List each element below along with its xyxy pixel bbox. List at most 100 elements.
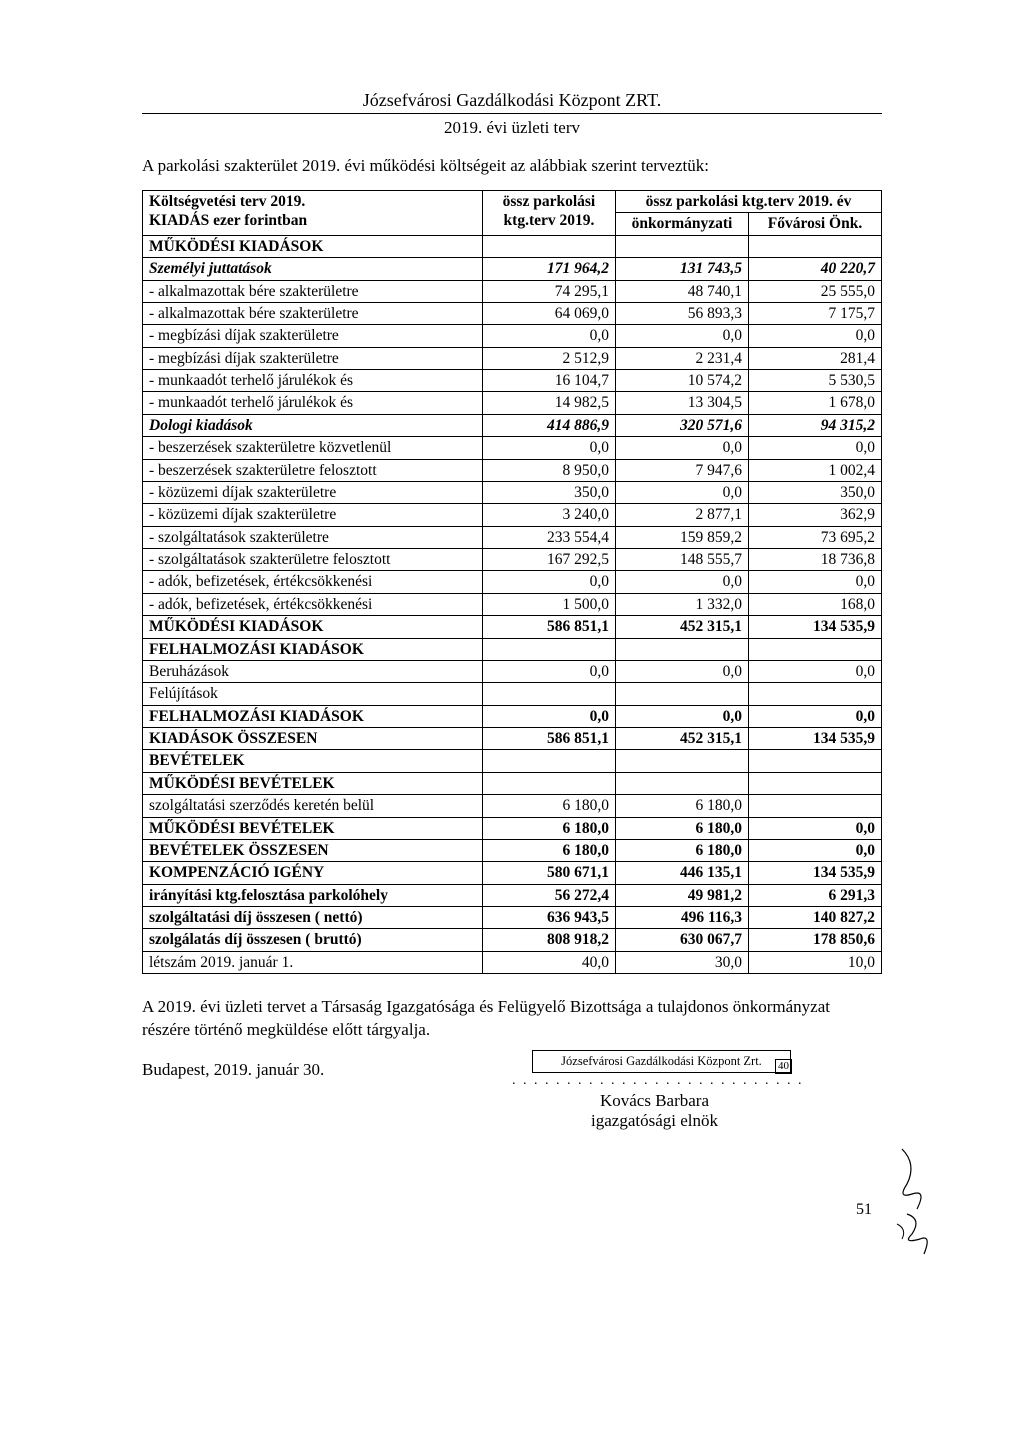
row-value: 14 982,5 [482,392,615,414]
th-kiadas: KIADÁS ezer forintban [149,212,307,229]
table-row: létszám 2019. január 1.40,030,010,0 [143,951,882,973]
row-value: 168,0 [748,593,881,615]
row-value: 0,0 [748,839,881,861]
table-row: BEVÉTELEK ÖSSZESEN6 180,06 180,00,0 [143,839,882,861]
row-value: 350,0 [482,481,615,503]
row-value: 2 231,4 [615,347,748,369]
table-row: MŰKÖDÉSI BEVÉTELEK6 180,06 180,00,0 [143,817,882,839]
row-value: 49 981,2 [615,884,748,906]
table-row: - munkaadót terhelő járulékok és14 982,5… [143,392,882,414]
intro-text: A parkolási szakterület 2019. évi működé… [142,156,882,176]
row-value: 140 827,2 [748,907,881,929]
row-value: 496 116,3 [615,907,748,929]
table-row: szolgáltatási díj összesen ( nettó)636 9… [143,907,882,929]
row-value [748,795,881,817]
stamp-area: Józsefvárosi Gazdálkodási Központ Zrt. 4… [532,1050,852,1131]
row-value: 178 850,6 [748,929,881,951]
table-row: - közüzemi díjak szakterületre3 240,02 8… [143,504,882,526]
row-value: 586 851,1 [482,728,615,750]
th-koltseg: Költségvetési terv 2019. [149,193,305,210]
table-row: - megbízási díjak szakterületre0,00,00,0 [143,325,882,347]
table-row: szolgáltatási szerződés keretén belül6 1… [143,795,882,817]
row-label: létszám 2019. január 1. [143,951,483,973]
row-value: 40,0 [482,951,615,973]
row-label: - alkalmazottak bére szakterületre [143,302,483,324]
row-label: MŰKÖDÉSI BEVÉTELEK [143,817,483,839]
row-value: 13 304,5 [615,392,748,414]
th-fovarosi: Fővárosi Önk. [748,213,881,235]
page-number: 51 [142,1201,882,1219]
row-value [615,638,748,660]
row-value [748,772,881,794]
row-value: 0,0 [748,571,881,593]
table-body: MŰKÖDÉSI KIADÁSOKSzemélyi juttatások171 … [143,235,882,973]
row-label: - megbízási díjak szakterületre [143,347,483,369]
table-row: - adók, befizetések, értékcsökkenési1 50… [143,593,882,615]
table-head: Költségvetési terv 2019. KIADÁS ezer for… [143,191,882,236]
row-value [615,683,748,705]
row-value: 0,0 [748,325,881,347]
row-label: KOMPENZÁCIÓ IGÉNY [143,862,483,884]
row-value [615,750,748,772]
row-label: FELHALMOZÁSI KIADÁSOK [143,638,483,660]
row-value: 1 678,0 [748,392,881,414]
row-value [482,772,615,794]
row-value: 2 512,9 [482,347,615,369]
row-label: Személyi juttatások [143,258,483,280]
row-value [748,638,881,660]
row-value: 1 500,0 [482,593,615,615]
row-value: 2 877,1 [615,504,748,526]
row-value [615,772,748,794]
row-value: 0,0 [615,325,748,347]
row-label: BEVÉTELEK [143,750,483,772]
budget-table: Költségvetési terv 2019. KIADÁS ezer for… [142,190,882,974]
row-label: MŰKÖDÉSI KIADÁSOK [143,616,483,638]
row-label: MŰKÖDÉSI BEVÉTELEK [143,772,483,794]
row-value: 73 695,2 [748,526,881,548]
row-label: irányítási ktg.felosztása parkolóhely [143,884,483,906]
row-value: 586 851,1 [482,616,615,638]
table-row: - közüzemi díjak szakterületre350,00,035… [143,481,882,503]
table-row: - megbízási díjak szakterületre2 512,92 … [143,347,882,369]
row-label: KIADÁSOK ÖSSZESEN [143,728,483,750]
table-row: FELHALMOZÁSI KIADÁSOK0,00,00,0 [143,705,882,727]
row-value: 452 315,1 [615,728,748,750]
row-value: 30,0 [615,951,748,973]
row-label: - alkalmazottak bére szakterületre [143,280,483,302]
row-value: 40 220,7 [748,258,881,280]
row-label: - beszerzések szakterületre felosztott [143,459,483,481]
row-value: 452 315,1 [615,616,748,638]
row-value: 7 175,7 [748,302,881,324]
row-value: 6 180,0 [482,817,615,839]
table-row: Beruházások0,00,00,0 [143,660,882,682]
row-value: 281,4 [748,347,881,369]
row-value: 6 180,0 [615,839,748,861]
header: Józsefvárosi Gazdálkodási Központ ZRT. 2… [142,90,882,138]
table-row: - szolgáltatások szakterületre233 554,41… [143,526,882,548]
row-value: 167 292,5 [482,549,615,571]
row-value: 171 964,2 [482,258,615,280]
header-subtitle: 2019. évi üzleti terv [142,118,882,138]
row-label: szolgálatás díj összesen ( bruttó) [143,929,483,951]
row-value: 6 180,0 [615,817,748,839]
row-value [482,683,615,705]
row-value: 0,0 [748,660,881,682]
table-row: MŰKÖDÉSI KIADÁSOK [143,235,882,257]
row-label: Felújítások [143,683,483,705]
row-value: 0,0 [615,571,748,593]
table-row: Személyi juttatások171 964,2131 743,540 … [143,258,882,280]
page: Józsefvárosi Gazdálkodási Központ ZRT. 2… [142,90,882,1219]
row-value: 8 950,0 [482,459,615,481]
row-label: - munkaadót terhelő járulékok és [143,370,483,392]
row-value [615,235,748,257]
table-row: - alkalmazottak bére szakterületre74 295… [143,280,882,302]
table-row: KIADÁSOK ÖSSZESEN586 851,1452 315,1134 5… [143,728,882,750]
table-row: Dologi kiadások414 886,9320 571,694 315,… [143,414,882,436]
row-value: 6 180,0 [482,839,615,861]
row-label: szolgáltatási szerződés keretén belül [143,795,483,817]
row-label: Dologi kiadások [143,414,483,436]
row-value: 808 918,2 [482,929,615,951]
row-value: 362,9 [748,504,881,526]
table-row: - alkalmazottak bére szakterületre64 069… [143,302,882,324]
row-value: 7 947,6 [615,459,748,481]
